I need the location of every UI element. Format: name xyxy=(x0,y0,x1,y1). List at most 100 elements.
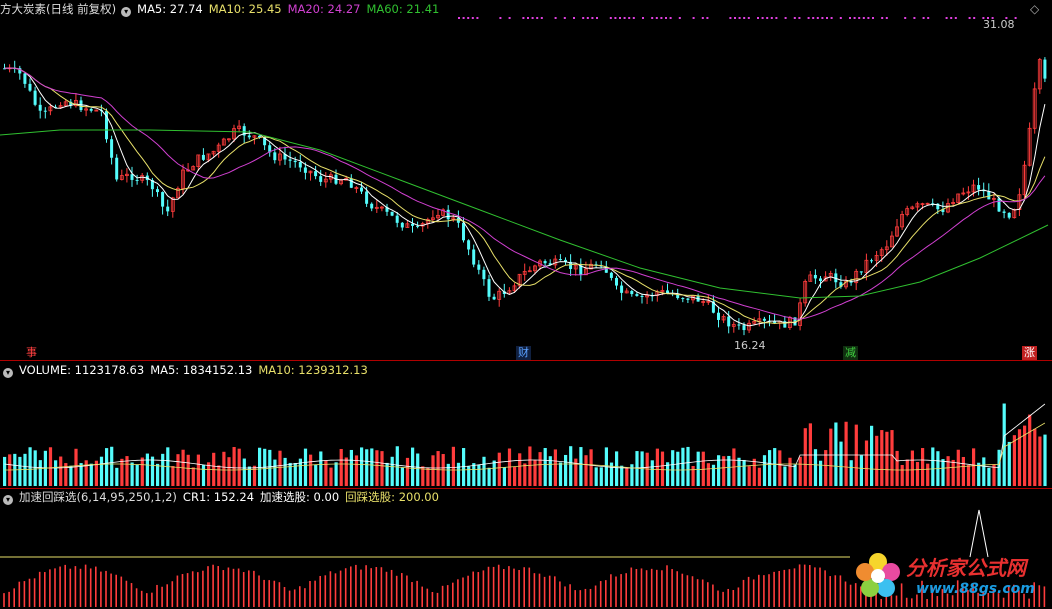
candle-body xyxy=(615,277,618,286)
volume-bar xyxy=(385,462,389,486)
volume-bar xyxy=(834,422,838,486)
indicator-name[interactable]: 加速回踩选(6,14,95,250,1,2) xyxy=(19,490,177,504)
candle-body xyxy=(191,166,196,171)
ma10-value: MA10: 25.45 xyxy=(208,2,282,16)
volume-bar xyxy=(880,430,884,486)
settings-circle-icon[interactable]: ▾ xyxy=(3,495,13,505)
volume-bar xyxy=(589,449,593,486)
candle-body xyxy=(181,169,185,189)
stock-title[interactable]: 方大炭素(日线 前复权) xyxy=(0,2,117,16)
event-marker[interactable]: 事 xyxy=(26,346,37,359)
candle-body xyxy=(747,322,751,331)
volume-bar xyxy=(339,448,343,486)
volume-bar xyxy=(798,456,802,486)
volume-bar xyxy=(839,441,843,486)
volume-bar xyxy=(579,447,583,486)
signal-dot xyxy=(609,17,612,19)
volume-bar xyxy=(1023,425,1027,486)
ma20-line xyxy=(4,67,1046,320)
signal-dot xyxy=(770,17,773,19)
candle-body xyxy=(793,317,797,326)
volume-bar xyxy=(783,466,787,486)
volume-bar xyxy=(201,464,206,486)
signal-dot xyxy=(536,17,539,19)
volume-bar xyxy=(354,455,359,486)
volume-bar xyxy=(722,456,726,486)
signal-dot xyxy=(757,17,759,19)
candle-body xyxy=(1032,88,1037,129)
signal-dot xyxy=(665,17,667,19)
settings-circle-icon[interactable]: ▾ xyxy=(3,368,13,378)
volume-bar xyxy=(74,448,78,486)
candle-body xyxy=(390,211,394,216)
candle-body xyxy=(727,316,731,327)
candle-body xyxy=(226,138,231,141)
volume-ma5: MA5: 1834152.13 xyxy=(150,363,253,377)
reduce-marker[interactable]: 减 xyxy=(843,346,858,360)
candle-body xyxy=(589,263,593,270)
signal-dot xyxy=(628,17,631,19)
signal-dot xyxy=(945,17,948,19)
signal-dot xyxy=(904,17,907,19)
finance-marker[interactable]: 财 xyxy=(516,346,531,360)
candle-body xyxy=(74,100,78,107)
candle-body xyxy=(533,265,537,272)
candle-body xyxy=(436,214,440,219)
volume-bar xyxy=(538,452,542,486)
volume-bar xyxy=(671,450,675,486)
volume-bar xyxy=(757,467,761,486)
volume-bar xyxy=(946,456,950,486)
candle-body xyxy=(1037,59,1042,90)
volume-bar xyxy=(89,463,93,486)
volume-bar xyxy=(59,456,63,486)
ma60-line xyxy=(0,129,1049,299)
candle-body xyxy=(645,294,649,298)
candle-body xyxy=(38,104,42,111)
volume-bar xyxy=(94,460,98,486)
signal-dot xyxy=(839,17,842,19)
volume-bar xyxy=(620,465,624,486)
candle-body xyxy=(268,145,272,153)
diamond-icon[interactable]: ◇ xyxy=(1030,2,1040,16)
settings-circle-icon[interactable]: ▾ xyxy=(121,7,132,17)
candle-body xyxy=(925,202,930,205)
candle-body xyxy=(43,110,47,112)
candle-body xyxy=(170,197,175,212)
candle-body xyxy=(819,278,822,281)
candle-body xyxy=(441,209,446,216)
candle-body xyxy=(161,192,165,207)
candle-body xyxy=(640,295,644,297)
volume-bar xyxy=(171,466,175,486)
candle-body xyxy=(308,170,313,174)
volume-bar xyxy=(456,462,461,486)
volume-bar xyxy=(502,467,506,486)
signal-dot xyxy=(573,17,575,19)
ma5-line xyxy=(4,67,1046,327)
candle-body xyxy=(666,290,669,294)
candle-body xyxy=(910,206,915,210)
volume-bar xyxy=(405,457,410,486)
candle-body xyxy=(105,111,108,140)
volume-bar xyxy=(849,460,853,486)
candle-body xyxy=(706,300,711,303)
candle-body xyxy=(462,222,465,241)
candle-body xyxy=(247,135,251,138)
volume-bar xyxy=(467,466,471,486)
signal-dot xyxy=(540,17,543,19)
volume-bar xyxy=(951,459,955,486)
candle-body xyxy=(604,266,608,273)
candle-body xyxy=(681,298,685,300)
volume-bar xyxy=(314,464,318,486)
volume-bar xyxy=(365,449,369,486)
signal-dot xyxy=(793,17,796,19)
limit-up-marker[interactable]: 涨 xyxy=(1022,346,1037,360)
candle-body xyxy=(752,321,757,324)
signal-dot xyxy=(655,17,658,19)
candle-body xyxy=(721,316,726,321)
cr1-value: CR1: 152.24 xyxy=(182,490,255,504)
volume-bar xyxy=(156,463,160,486)
volume-bar xyxy=(375,450,379,486)
candle-body xyxy=(854,270,859,284)
volume-bar xyxy=(38,460,42,486)
